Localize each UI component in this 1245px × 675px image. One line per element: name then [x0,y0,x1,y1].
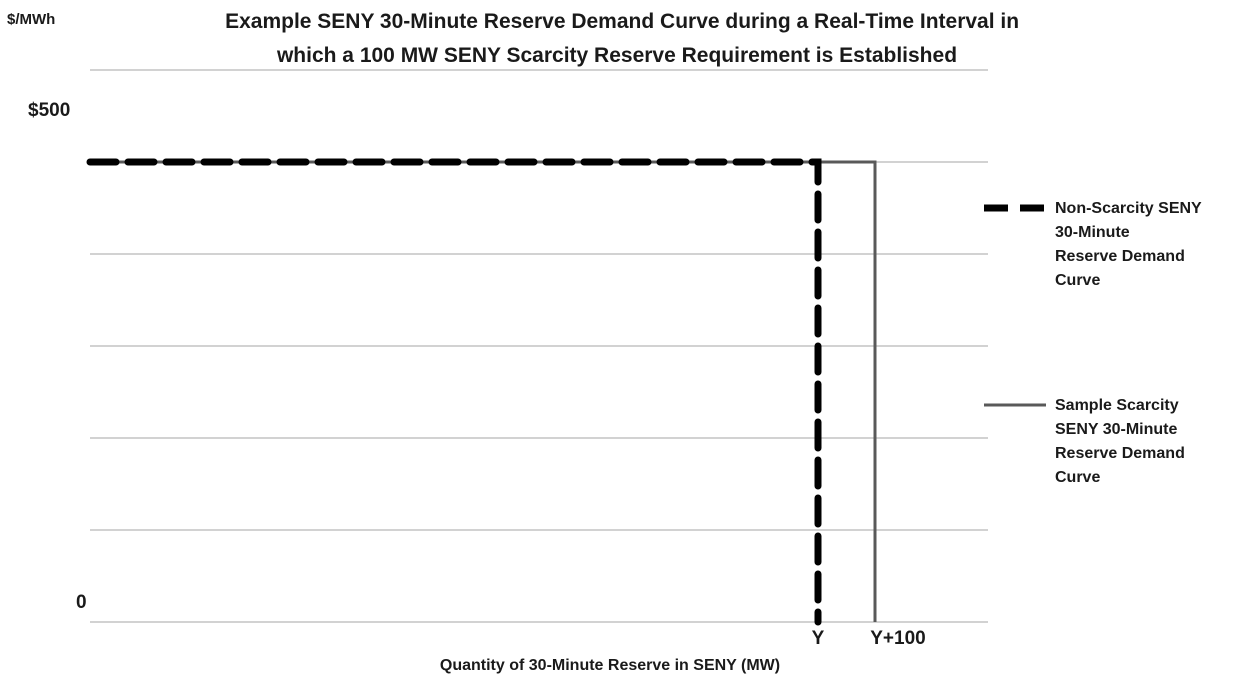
legend-label-1-line-3: Curve [1055,469,1100,486]
y-tick-labels: $500 0 [28,100,87,613]
legend-label-1-line-2: Reserve Demand [1055,445,1185,462]
y-tick-label-1: 0 [76,592,87,613]
x-tick-labels: Y Y+100 [812,628,926,649]
y-axis-unit-label: $/MWh [7,11,55,28]
legend-label-1-line-1: SENY 30-Minute [1055,421,1178,438]
legend-label-0-line-0: Non-Scarcity SENY [1055,200,1202,217]
chart-title-line-1: Example SENY 30-Minute Reserve Demand Cu… [225,10,1019,33]
legend-label-0-line-3: Curve [1055,272,1100,289]
legend-label-1-line-0: Sample Scarcity [1055,397,1179,414]
legend-label-0-line-2: Reserve Demand [1055,248,1185,265]
legend: Non-Scarcity SENY 30-Minute Reserve Demand… [984,200,1202,486]
y-tick-label-0: $500 [28,100,70,121]
x-tick-label-0: Y [812,628,825,649]
gridlines [90,161,988,623]
x-tick-label-1: Y+100 [870,628,925,649]
legend-label-1: Sample Scarcity SENY 30-Minute Reserve Dem… [1055,397,1185,486]
legend-label-0: Non-Scarcity SENY 30-Minute Reserve Demand… [1055,200,1202,289]
legend-label-0-line-1: 30-Minute [1055,224,1130,241]
x-axis-label: Quantity of 30-Minute Reserve in SENY (M… [440,657,780,674]
series-layer [86,158,877,626]
series-line-0 [86,158,822,626]
chart-title: Example SENY 30-Minute Reserve Demand Cu… [225,10,1025,67]
series-line-1 [90,160,877,622]
chart-title-line-2: which a 100 MW SENY Scarcity Reserve Req… [276,44,957,67]
